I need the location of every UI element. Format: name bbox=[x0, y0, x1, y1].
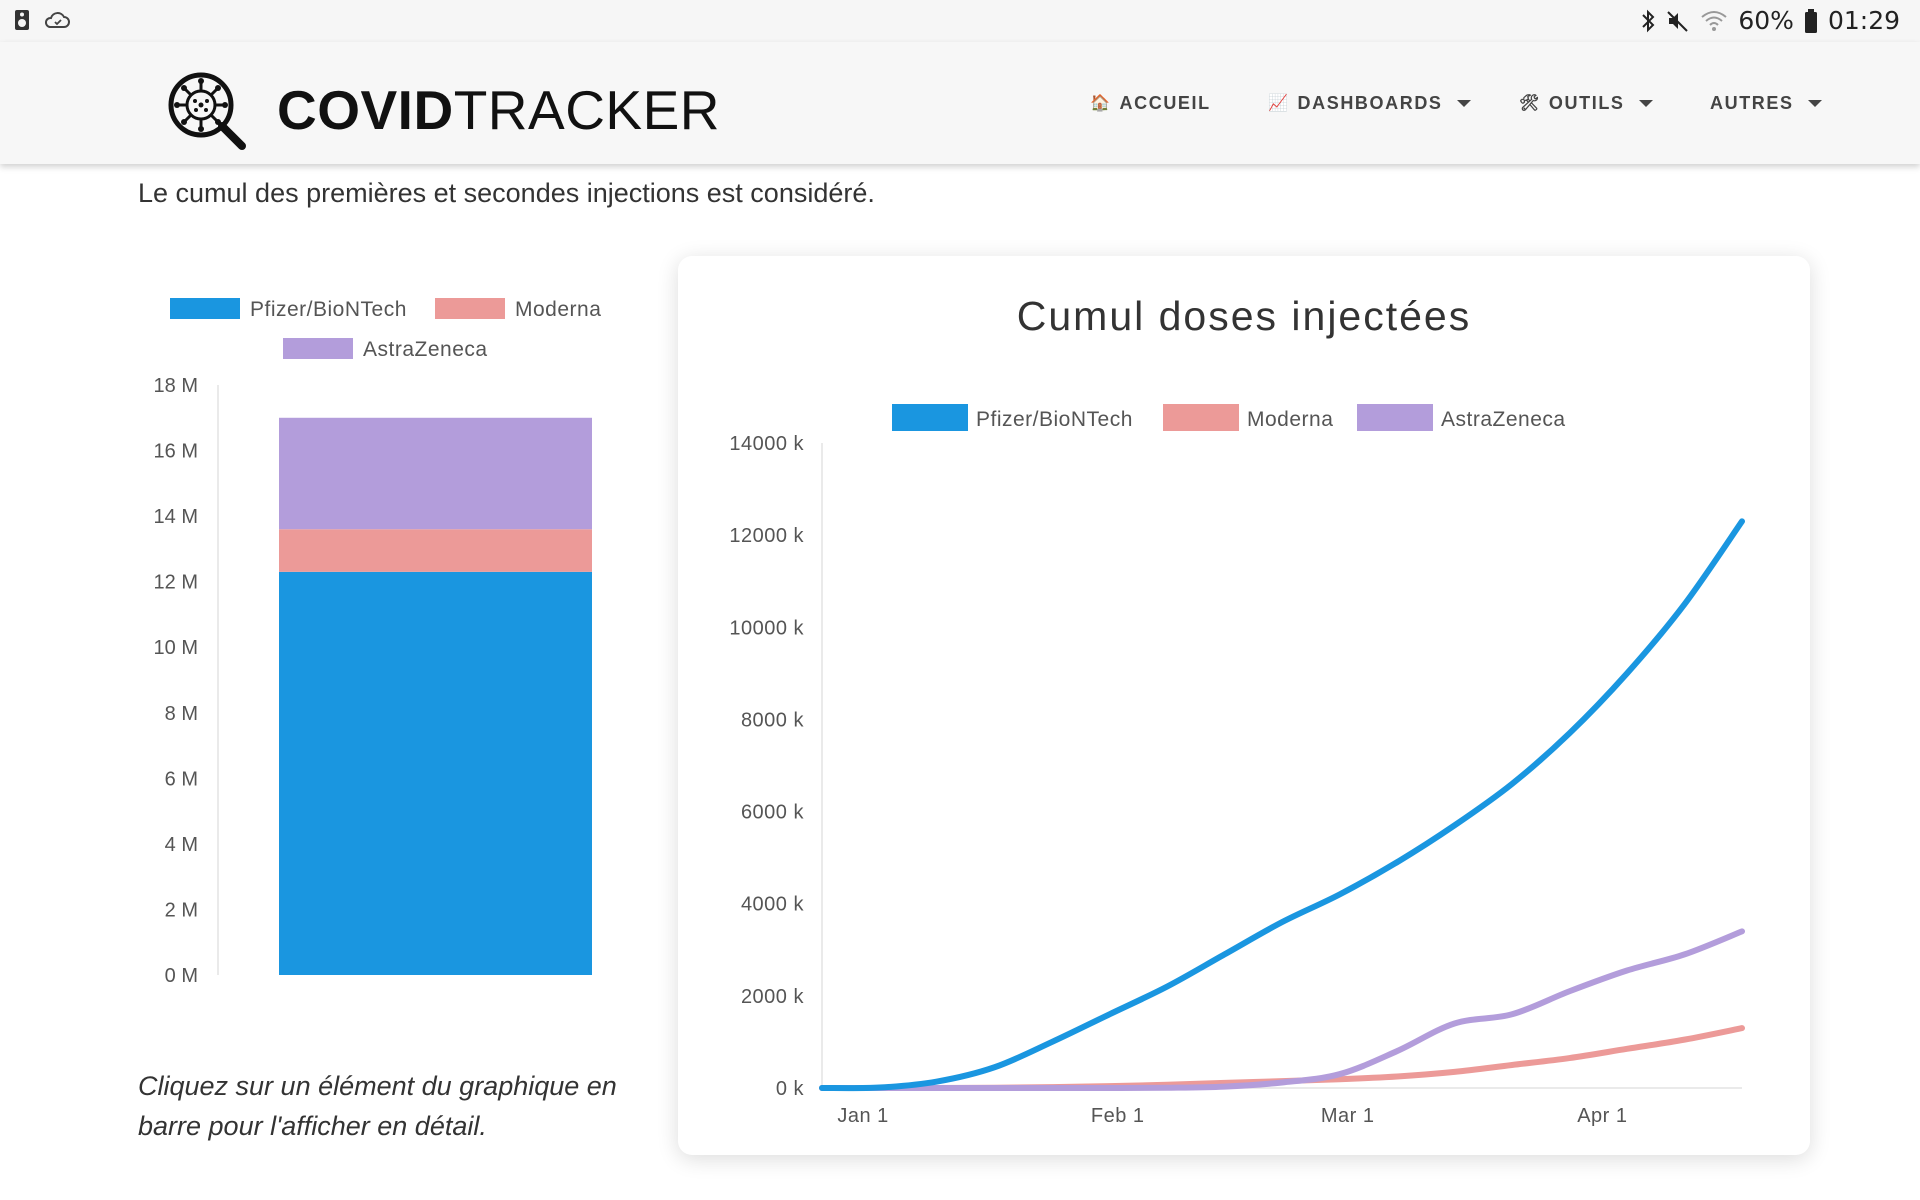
line-x-tick-label: Jan 1 bbox=[837, 1105, 888, 1127]
legend-label-1: Moderna bbox=[515, 298, 601, 321]
battery-icon bbox=[1804, 8, 1818, 34]
wifi-icon bbox=[1700, 9, 1728, 33]
bar-segment-moderna[interactable] bbox=[279, 529, 592, 572]
bar-y-tick-label: 10 M bbox=[154, 637, 198, 659]
status-bar: 60% 01:29 bbox=[0, 0, 1920, 42]
series-line-astrazeneca[interactable] bbox=[819, 928, 1745, 1092]
bar-y-tick-label: 18 M bbox=[154, 375, 198, 397]
brand-logo[interactable]: COVIDTRACKER bbox=[277, 77, 720, 143]
line-y-tick-label: 6000 k bbox=[741, 802, 805, 824]
bar-segment-pfizer-biontech[interactable] bbox=[279, 571, 592, 975]
line-x-tick-label: Apr 1 bbox=[1577, 1105, 1627, 1127]
navbar: COVIDTRACKER 🏠 ACCUEIL 📈 DASHBOARDS 🛠 OU… bbox=[0, 42, 1920, 164]
brand-bold: COVID bbox=[277, 79, 454, 141]
line-x-tick-label: Mar 1 bbox=[1321, 1105, 1375, 1127]
caret-down-icon bbox=[1638, 99, 1653, 107]
chart-hint-text: Cliquez sur un élément du graphique en b… bbox=[138, 1071, 617, 1141]
line-legend-swatch-2 bbox=[1357, 404, 1433, 431]
line-legend-label-2: AstraZeneca bbox=[1441, 408, 1566, 431]
bar-segment-astrazeneca[interactable] bbox=[279, 417, 592, 530]
line-y-tick-label: 8000 k bbox=[741, 709, 805, 731]
nav-autres[interactable]: AUTRES bbox=[1710, 88, 1822, 118]
line-y-tick-label: 4000 k bbox=[741, 894, 805, 916]
clock: 01:29 bbox=[1827, 6, 1900, 35]
bar-y-tick-label: 16 M bbox=[154, 441, 198, 463]
nav-accueil-label: ACCUEIL bbox=[1119, 92, 1211, 113]
legend-label-0: Pfizer/BioNTech bbox=[250, 298, 407, 321]
bar-y-tick-label: 8 M bbox=[165, 703, 198, 725]
line-legend-label-1: Moderna bbox=[1247, 408, 1333, 431]
bar-y-tick-label: 2 M bbox=[165, 899, 198, 921]
nav-dashboards-label: DASHBOARDS bbox=[1297, 92, 1443, 113]
bar-y-tick-label: 12 M bbox=[154, 572, 198, 594]
nav-outils[interactable]: 🛠 OUTILS bbox=[1519, 88, 1653, 118]
nav-dashboards[interactable]: 📈 DASHBOARDS bbox=[1268, 88, 1471, 118]
house-icon: 🏠 bbox=[1090, 95, 1112, 112]
line-y-tick-label: 10000 k bbox=[729, 617, 804, 639]
line-y-tick-label: 2000 k bbox=[741, 986, 805, 1008]
nav-accueil[interactable]: 🏠 ACCUEIL bbox=[1090, 88, 1211, 118]
tools-icon: 🛠 bbox=[1519, 95, 1541, 112]
line-y-tick-label: 14000 k bbox=[729, 433, 804, 455]
legend-label-2: AstraZeneca bbox=[363, 338, 488, 361]
chart-increasing-icon: 📈 bbox=[1268, 95, 1290, 112]
line-legend-swatch-0 bbox=[892, 404, 968, 431]
nav-outils-label: OUTILS bbox=[1548, 92, 1625, 113]
bar-y-tick-label: 6 M bbox=[165, 768, 198, 790]
series-line-pfizer-biontech[interactable] bbox=[819, 518, 1745, 1092]
line-y-tick-label: 0 k bbox=[776, 1078, 805, 1100]
cloud-icon bbox=[44, 10, 70, 30]
brand-light: TRACKER bbox=[453, 79, 720, 141]
nav-autres-label: AUTRES bbox=[1710, 92, 1794, 113]
line-y-tick-label: 12000 k bbox=[729, 525, 804, 547]
bar-y-tick-label: 4 M bbox=[165, 834, 198, 856]
bar-y-tick-label: 0 M bbox=[165, 965, 198, 987]
caret-down-icon bbox=[1807, 99, 1822, 107]
caret-down-icon bbox=[1456, 99, 1471, 107]
line-x-tick-label: Feb 1 bbox=[1091, 1105, 1145, 1127]
battery-percent: 60% bbox=[1738, 6, 1794, 35]
line-legend-label-0: Pfizer/BioNTech bbox=[976, 408, 1133, 431]
legend-swatch-1 bbox=[435, 298, 505, 319]
bluetooth-icon bbox=[1640, 8, 1656, 34]
line-chart-title: Cumul doses injectées bbox=[1017, 293, 1471, 339]
media-icon bbox=[14, 9, 30, 31]
line-chart-card: Cumul doses injectées Pfizer/BioNTech Mode… bbox=[678, 256, 1810, 1155]
virus-magnifier-logo-icon[interactable] bbox=[166, 70, 248, 152]
bar-y-tick-label: 14 M bbox=[154, 506, 198, 528]
line-legend-swatch-1 bbox=[1163, 404, 1239, 431]
intro-text: Le cumul des premières et secondes injec… bbox=[138, 178, 875, 208]
stacked-bar-chart[interactable]: Pfizer/BioNTech Moderna AstraZeneca 0 M 2 M 4… bbox=[130, 290, 650, 1000]
legend-swatch-0 bbox=[170, 298, 240, 319]
mute-icon bbox=[1666, 9, 1690, 33]
cumulative-doses-line-chart[interactable]: Cumul doses injectées Pfizer/BioNTech Mode… bbox=[678, 256, 1810, 1155]
legend-swatch-2 bbox=[283, 338, 353, 359]
